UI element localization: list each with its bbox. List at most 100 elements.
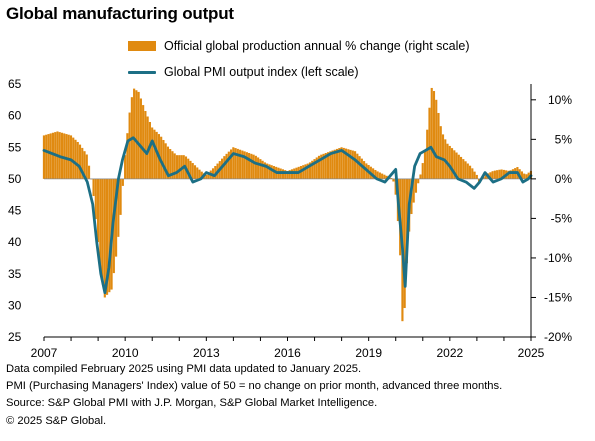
bar-mark [412, 178, 415, 203]
x-tick-label: 2013 [193, 346, 220, 360]
right-tick-label: -10% [544, 251, 572, 265]
bar-mark [450, 148, 454, 179]
bar-mark [482, 176, 485, 179]
bar-mark [462, 159, 465, 179]
bar-mark [469, 165, 472, 179]
bar-mark [374, 169, 377, 179]
bar-mark [311, 160, 314, 179]
bar-mark [331, 150, 334, 179]
bar-mark [128, 112, 131, 179]
bar-mark [358, 156, 361, 179]
bar-mark [139, 98, 142, 179]
bar-mark [430, 87, 433, 179]
bar-mark [67, 134, 70, 179]
bar-mark [259, 159, 262, 179]
bar-mark [78, 144, 82, 179]
bar-mark [142, 105, 145, 179]
bar-mark [333, 149, 336, 179]
bar-mark [211, 168, 215, 179]
bar-mark [288, 170, 291, 179]
bar-mark [254, 155, 257, 179]
left-tick-label: 30 [8, 298, 22, 312]
legend-bars-label: Official global production annual % chan… [164, 39, 470, 53]
bar-mark [302, 165, 305, 179]
bar-mark [435, 99, 438, 179]
bar-mark [466, 163, 469, 179]
x-tick-label: 2016 [274, 346, 301, 360]
bar-mark [166, 146, 170, 179]
bar-mark [484, 174, 487, 179]
bar-mark [383, 174, 386, 179]
pmi-line [42, 136, 533, 295]
bar-mark [187, 158, 190, 179]
right-tick-label: 0% [555, 172, 573, 186]
left-tick-label: 50 [8, 172, 22, 186]
bar-mark [236, 148, 239, 179]
bar-mark [385, 175, 388, 179]
bar-mark [171, 151, 174, 179]
bar-mark [225, 153, 228, 179]
bar-mark [230, 149, 233, 179]
left-tick-label: 25 [8, 330, 22, 344]
bar-mark [392, 178, 395, 182]
bar-mark [455, 152, 458, 179]
bar-mark [347, 149, 350, 179]
bar-mark [252, 154, 255, 179]
bar-mark [335, 148, 339, 179]
bar-mark [286, 170, 289, 179]
bar-mark [42, 135, 46, 179]
bar-mark [414, 178, 418, 193]
bar-mark [351, 150, 354, 179]
bar-mark [119, 178, 122, 215]
bar-mark [261, 160, 264, 179]
bar-mark [193, 165, 197, 179]
footer-line-2: PMI (Purchasing Managers' Index) value o… [6, 380, 503, 393]
bar-mark [308, 162, 312, 179]
bar-mark [51, 132, 55, 179]
bar-mark [47, 134, 50, 179]
bar-mark [489, 172, 492, 179]
bar-mark [324, 153, 327, 179]
bar-mark [511, 169, 514, 179]
bar-mark [198, 169, 201, 179]
bar-mark [471, 168, 474, 179]
bar-mark [72, 137, 75, 179]
bar-mark [69, 135, 73, 179]
bar-mark [284, 170, 287, 179]
bar-mark [439, 126, 442, 179]
bar-mark [83, 151, 86, 179]
bar-mark [473, 171, 476, 179]
legend-line-swatch [128, 70, 156, 74]
bar-mark [417, 178, 420, 184]
footer-line-1: Data compiled February 2025 using PMI da… [6, 363, 362, 375]
bar-mark [191, 163, 194, 179]
bar-mark [117, 178, 120, 237]
bar-mark [491, 171, 494, 179]
bar-mark [196, 167, 199, 179]
bar-mark [65, 134, 68, 179]
bar-mark [403, 178, 406, 309]
footer-line-3: Source: S&P Global PMI with J.P. Morgan,… [6, 397, 378, 410]
bar-mark [137, 91, 140, 179]
bar-mark [306, 163, 309, 179]
bar-mark [241, 150, 244, 179]
bar-mark [464, 161, 467, 179]
bar-mark [496, 170, 499, 179]
right-tick-label: -20% [544, 330, 572, 344]
bar-mark [239, 149, 242, 179]
bar-mark [426, 129, 429, 179]
bar-mark [502, 169, 505, 179]
bar-mark [63, 133, 66, 179]
bar-mark [475, 174, 478, 179]
legend-item-bars: Official global production annual % chan… [128, 33, 470, 59]
bar-mark [126, 133, 129, 179]
bar-mark [523, 173, 526, 179]
bar-mark [344, 148, 348, 179]
left-tick-label: 60 [8, 109, 22, 123]
bar-mark [320, 154, 323, 179]
bar-mark [243, 151, 246, 179]
bar-mark [227, 151, 230, 179]
bar-mark [162, 140, 165, 179]
chart-title: Global manufacturing output [6, 4, 234, 23]
footer-line-4: © 2025 S&P Global. [6, 414, 107, 427]
